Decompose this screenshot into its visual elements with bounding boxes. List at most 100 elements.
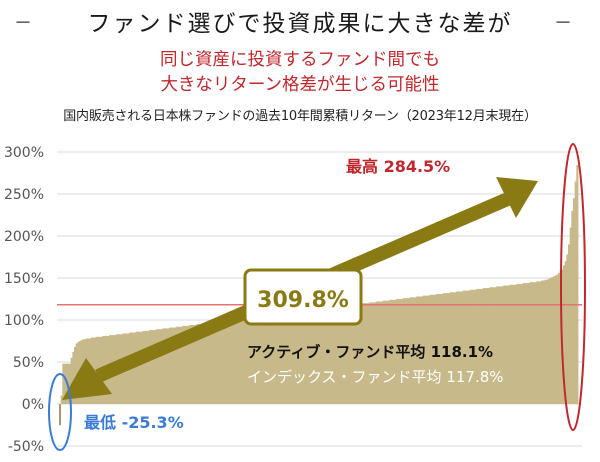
bar: [302, 310, 305, 404]
bar: [464, 290, 467, 404]
bar: [531, 282, 534, 404]
bar: [432, 294, 435, 404]
bar: [422, 295, 425, 404]
subtitle-line-1: 同じ資産に投資するファンド間でも: [160, 50, 440, 70]
bar: [275, 314, 279, 404]
bar: [414, 297, 417, 404]
bar: [487, 288, 490, 404]
bar: [391, 299, 394, 404]
bar: [59, 404, 62, 426]
bar: [200, 324, 203, 404]
bar: [416, 296, 419, 404]
bar: [374, 302, 377, 404]
bar: [284, 313, 287, 404]
bar: [270, 314, 274, 404]
bar: [462, 290, 465, 404]
bar: [532, 282, 536, 404]
bar: [155, 329, 158, 404]
bar: [549, 278, 552, 404]
bar: [401, 299, 404, 404]
bar: [424, 295, 427, 404]
title-dash-right: －: [554, 13, 572, 34]
bar: [352, 304, 355, 404]
bar: [144, 330, 147, 404]
bar: [165, 328, 168, 404]
bar: [407, 298, 410, 404]
chart-caption: 国内販売される日本株ファンドの過去10年間累積リターン（2023年12月末現在）: [63, 109, 537, 124]
bar: [351, 304, 354, 404]
bar: [344, 305, 347, 404]
bar: [75, 343, 78, 404]
bar: [334, 307, 337, 404]
bar: [494, 287, 497, 404]
bar: [262, 315, 265, 404]
bar: [457, 291, 460, 404]
bar: [205, 323, 208, 404]
bar: [142, 330, 145, 404]
min-highlight-ellipse: [48, 373, 72, 451]
y-tick-label: 50%: [13, 355, 44, 371]
bar: [297, 311, 300, 404]
bar: [572, 198, 576, 404]
bar: [177, 326, 180, 404]
y-tick-label: 300%: [4, 145, 44, 161]
bar: [169, 327, 172, 404]
bar: [190, 325, 193, 404]
bar: [514, 284, 517, 404]
bar: [559, 271, 562, 404]
bar: [436, 293, 439, 404]
bar: [534, 282, 537, 404]
bar: [544, 279, 547, 404]
bar: [506, 285, 509, 404]
max-return-label: 最高 284.5%: [346, 157, 450, 176]
bar: [212, 322, 215, 404]
bar: [431, 294, 434, 404]
arrow-head-low: [62, 358, 112, 400]
bar: [310, 309, 314, 404]
bar: [331, 307, 334, 404]
bar: [60, 395, 63, 404]
y-tick-label: -50%: [8, 439, 44, 455]
bar: [267, 315, 270, 404]
bar: [317, 309, 320, 404]
bar: [504, 285, 507, 404]
bar: [524, 283, 527, 404]
bar: [252, 317, 255, 404]
bar: [411, 297, 414, 404]
bar: [359, 304, 362, 404]
bar: [327, 308, 330, 404]
bar: [321, 309, 324, 404]
bar: [421, 296, 424, 404]
bar: [427, 295, 430, 404]
bar: [167, 328, 170, 404]
bar: [466, 290, 469, 404]
bar: [372, 302, 375, 404]
bar: [64, 363, 67, 404]
bar: [237, 319, 240, 404]
bar: [556, 274, 559, 404]
bar: [309, 309, 312, 404]
bar: [576, 165, 579, 404]
bar: [479, 288, 482, 404]
index-fund-average-label: インデックス・ファンド平均 117.8%: [247, 368, 504, 386]
bar: [332, 307, 335, 404]
page-title: ファンド選びで投資成果に大きな差が: [87, 11, 513, 37]
bar: [397, 299, 400, 404]
active-fund-average-label: アクティブ・ファンド平均 118.1%: [247, 343, 493, 361]
bar: [364, 303, 367, 404]
bar: [387, 300, 390, 404]
bar: [197, 324, 200, 404]
bar: [282, 313, 285, 404]
bar: [214, 322, 217, 404]
bar: [170, 327, 173, 404]
bar: [232, 320, 235, 404]
bar: [209, 322, 212, 404]
bar: [326, 308, 329, 404]
y-tick-label: 150%: [4, 271, 44, 287]
bar: [376, 301, 379, 404]
bar: [406, 298, 409, 404]
bar: [316, 309, 319, 404]
bar: [341, 306, 344, 404]
bar: [361, 304, 364, 404]
